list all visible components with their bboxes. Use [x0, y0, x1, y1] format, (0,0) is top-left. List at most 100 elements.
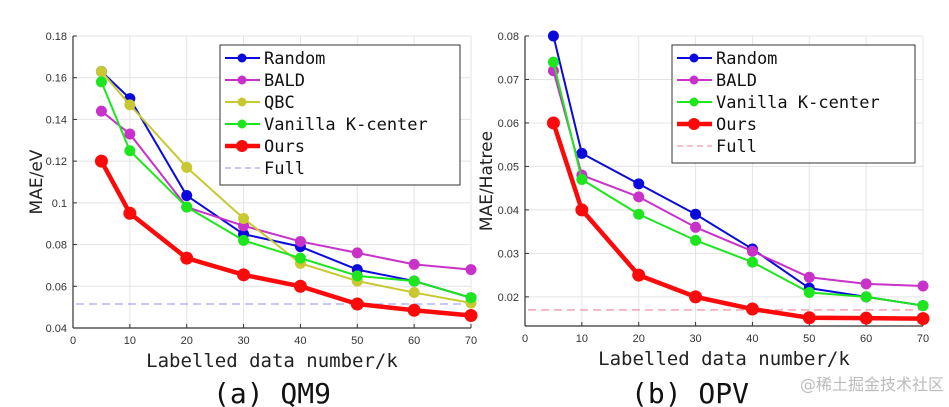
legend-label-random: Random	[264, 49, 325, 69]
x-tick-label: 0	[522, 333, 528, 345]
x-tick-label: 50	[803, 333, 815, 345]
y-tick-label: 0.03	[498, 248, 519, 260]
data-point-ours	[916, 312, 930, 326]
x-tick-label: 10	[124, 335, 136, 347]
panel-qm9: 0 10 20 30 40 50 60 70 0.04 0.06 0.08 0.1 0.12 0.14 0.…	[27, 31, 478, 407]
x-axis-label: Labelled data number/k	[598, 348, 850, 370]
legend-label-full: Full	[716, 137, 757, 157]
data-point-vanilla-k-center	[181, 201, 193, 213]
legend-label-bald: BALD	[264, 71, 305, 91]
y-tick-label: 0.18	[46, 31, 67, 43]
data-point-vanilla-k-center	[576, 173, 588, 185]
data-point-ours	[94, 154, 108, 168]
y-tick-label: 0.14	[46, 114, 67, 126]
data-point-vanilla-k-center	[547, 56, 559, 68]
x-tick-label: 20	[633, 333, 645, 345]
data-point-bald	[746, 245, 758, 257]
legend-marker-random	[237, 53, 247, 63]
y-tick-label: 0.04	[46, 323, 67, 335]
data-point-ours	[802, 311, 816, 325]
series-line-qbc	[100, 70, 472, 304]
data-point-vanilla-k-center	[860, 291, 872, 303]
series-line-bald	[552, 70, 924, 287]
y-tick-label: 0.07	[498, 74, 519, 86]
y-tick-label: 0.12	[46, 156, 67, 168]
data-point-ours	[293, 279, 307, 293]
legend-box	[671, 44, 916, 164]
x-tick-label: 30	[689, 333, 701, 345]
y-tick-label: 0.04	[498, 205, 519, 217]
legend-box	[219, 44, 461, 186]
data-point-ours	[464, 308, 478, 322]
data-point-ours	[180, 251, 194, 265]
series-line-bald	[100, 110, 472, 271]
legend-label-random: Random	[716, 49, 777, 69]
series-line-ours	[551, 122, 924, 321]
series-line-ours	[99, 160, 472, 318]
data-point-ours	[123, 206, 137, 220]
x-tick-label: 40	[746, 333, 758, 345]
data-point-ours	[745, 302, 759, 316]
legend-label-ours: Ours	[264, 137, 305, 157]
series-line-vanilla-k-center	[552, 61, 924, 307]
data-point-vanilla-k-center	[917, 300, 929, 312]
legend-label-vanilla-k-center: Vanilla K-center	[716, 93, 880, 113]
x-tick-label: 0	[70, 335, 76, 347]
data-point-vanilla-k-center	[465, 292, 477, 304]
x-tick-label: 50	[351, 335, 363, 347]
x-axis-label: Labelled data number/k	[146, 350, 398, 372]
data-point-bald	[95, 105, 107, 117]
y-tick-label: 0.06	[498, 118, 519, 130]
data-point-ours	[237, 268, 251, 282]
panel-caption: (a) QM9	[213, 377, 331, 407]
data-point-vanilla-k-center	[124, 145, 136, 157]
x-tick-label: 30	[237, 335, 249, 347]
data-point-bald	[124, 128, 136, 140]
data-point-vanilla-k-center	[746, 256, 758, 268]
data-point-qbc	[238, 213, 250, 224]
x-tick-label: 60	[860, 333, 872, 345]
legend-label-full: Full	[264, 159, 305, 179]
y-tick-label: 0.02	[498, 292, 519, 304]
data-point-bald	[633, 191, 645, 203]
data-point-qbc	[124, 99, 136, 111]
data-point-random	[633, 178, 645, 190]
data-point-bald	[690, 221, 702, 233]
panel-caption: (b) OPV	[631, 377, 749, 407]
y-tick-label: 0.16	[46, 73, 67, 85]
data-point-qbc	[181, 161, 193, 173]
data-point-qbc	[408, 287, 420, 299]
data-point-bald	[917, 280, 929, 292]
y-tick-label: 0.05	[498, 161, 519, 173]
legend-marker-bald	[689, 75, 699, 85]
legend-marker-bald	[237, 75, 247, 85]
y-tick-label: 0.06	[46, 281, 67, 293]
legend-label-vanilla-k-center: Vanilla K-center	[264, 115, 428, 135]
data-point-bald	[465, 264, 477, 276]
data-point-qbc	[95, 65, 107, 77]
y-tick-label: 0.08	[498, 31, 519, 43]
data-point-vanilla-k-center	[238, 234, 250, 246]
data-point-ours	[575, 203, 589, 217]
data-point-bald	[351, 247, 363, 259]
x-tick-label: 60	[408, 335, 420, 347]
data-point-vanilla-k-center	[633, 208, 645, 220]
data-point-ours	[350, 297, 364, 311]
data-point-bald	[408, 258, 420, 270]
data-point-random	[181, 190, 193, 202]
y-axis-label: MAE/eV	[27, 149, 47, 214]
data-point-vanilla-k-center	[294, 252, 306, 264]
legend-marker-qbc	[237, 97, 247, 107]
x-tick-label: 10	[576, 333, 588, 345]
y-tick-label: 0.1	[52, 198, 67, 210]
data-point-ours	[407, 303, 421, 317]
legend-label-bald: BALD	[716, 71, 757, 91]
data-point-ours	[632, 268, 646, 282]
series-line-vanilla-k-center	[100, 81, 472, 299]
x-tick-label: 70	[465, 335, 477, 347]
watermark: @稀土掘金技术社区	[800, 375, 944, 394]
data-point-random	[690, 208, 702, 220]
data-point-vanilla-k-center	[803, 287, 815, 299]
